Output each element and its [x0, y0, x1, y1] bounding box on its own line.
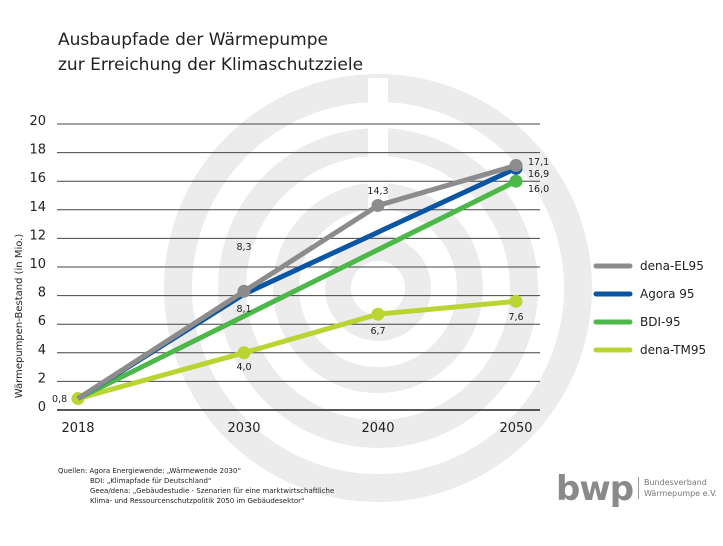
sources: Quellen: Agora Energiewende: „Wärmewende…: [58, 466, 334, 506]
x-tick-label: 2018: [61, 421, 94, 436]
y-tick-label: 2: [38, 371, 46, 386]
data-point: [237, 284, 251, 298]
legend-label: BDI-95: [640, 315, 681, 329]
data-label: 16,9: [528, 169, 549, 180]
y-tick-label: 4: [38, 343, 46, 358]
data-point: [509, 174, 523, 188]
bwp-logo: bwp Bundesverband Wärmepumpe e.V.: [556, 469, 717, 509]
chart-title-line2: zur Erreichung der Klimaschutzziele: [58, 55, 364, 75]
data-point: [371, 199, 385, 213]
source-line: Klima- und Ressourcenschutzpolitik 2050 …: [90, 497, 305, 505]
data-label: 0,8: [52, 394, 67, 405]
data-point: [237, 346, 251, 360]
data-label: 4,0: [236, 362, 251, 373]
series-line-bdi-95: [76, 178, 518, 401]
legend-label: dena-EL95: [640, 259, 704, 273]
logo-word: bwp: [556, 469, 634, 509]
data-label: 14,3: [367, 186, 388, 197]
y-tick-label: 20: [29, 114, 46, 129]
y-tick-label: 6: [38, 314, 46, 329]
logo-line2: Wärmepumpe e.V.: [644, 489, 718, 498]
legend-label: dena-TM95: [640, 343, 706, 357]
legend-label: Agora 95: [640, 287, 695, 301]
data-point: [371, 307, 385, 321]
data-label: 7,6: [508, 312, 523, 323]
source-line: Geea/dena: „Gebäudestudie - Szenarien fü…: [90, 487, 335, 495]
y-axis-label: Wärmepumpen-Bestand (in Mio.): [14, 234, 25, 399]
y-tick-label: 14: [29, 200, 46, 215]
y-tick-label: 16: [29, 171, 46, 186]
y-tick-label: 0: [38, 400, 46, 415]
y-tick-label: 8: [38, 286, 46, 301]
series-line-dena-tm95: [77, 298, 517, 401]
data-label: 17,1: [528, 157, 549, 168]
x-tick-label: 2050: [499, 421, 532, 436]
chart-title-line1: Ausbaupfade der Wärmepumpe: [58, 30, 328, 50]
data-point: [509, 294, 523, 308]
source-line: BDI: „Klimapfade für Deutschland“: [90, 477, 212, 485]
data-label: 8,1: [236, 304, 251, 315]
data-label: 16,0: [528, 184, 549, 195]
x-tick-label: 2040: [361, 421, 394, 436]
logo-line1: Bundesverband: [644, 478, 707, 487]
y-tick-label: 10: [29, 257, 46, 272]
source-line: Quellen: Agora Energiewende: „Wärmewende…: [58, 467, 242, 475]
series-line-dena-el95: [76, 163, 517, 401]
data-point: [509, 158, 523, 172]
data-label: 8,3: [236, 242, 251, 253]
logo-subtitle: Bundesverband Wärmepumpe e.V.: [638, 477, 717, 499]
data-label: 6,7: [370, 326, 385, 337]
x-tick-label: 2030: [227, 421, 260, 436]
y-tick-label: 18: [29, 143, 46, 158]
y-tick-label: 12: [29, 228, 46, 243]
